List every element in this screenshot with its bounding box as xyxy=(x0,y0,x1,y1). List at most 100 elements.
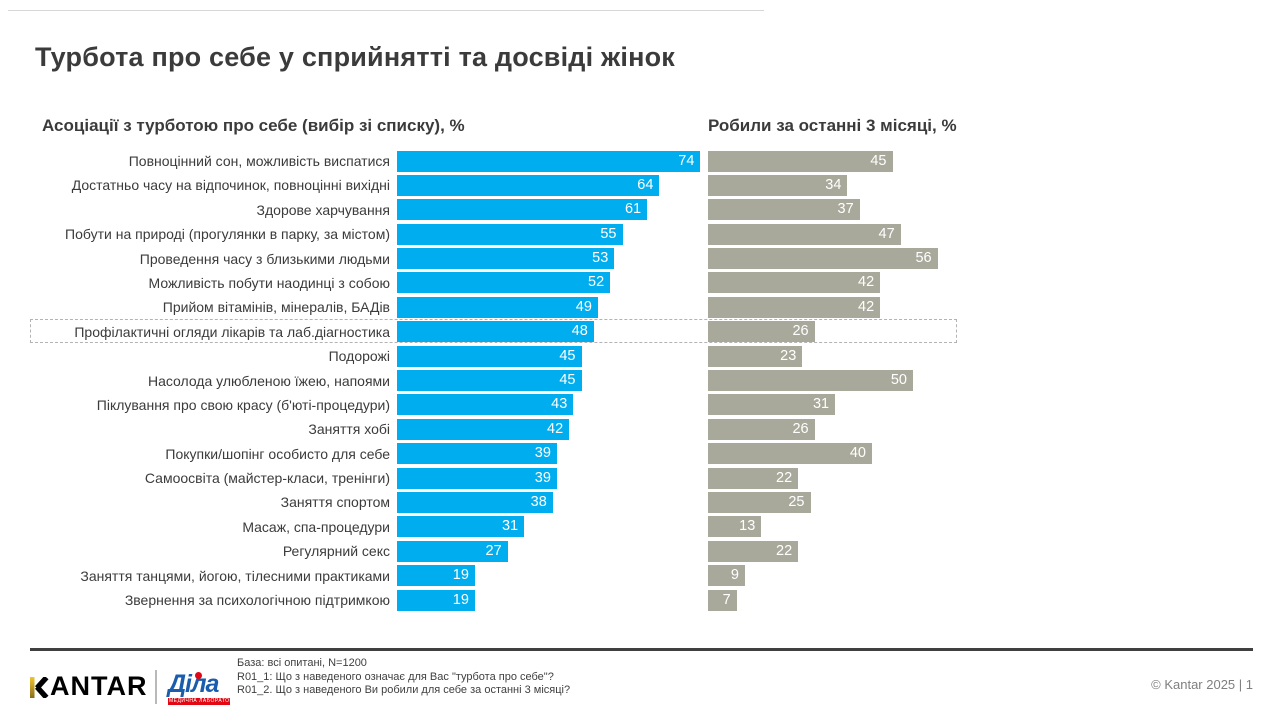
category-label: Достатньо часу на відпочинок, повноцінні… xyxy=(71,177,390,194)
category-label: Повноцінний сон, можливість виспатися xyxy=(128,153,390,169)
series-header-done-3-months: Робили за останні 3 місяці, % xyxy=(708,116,957,135)
series-header-associations: Асоціації з турботою про себе (вибір зі … xyxy=(42,116,465,135)
top-rule xyxy=(8,10,764,11)
category-label: Можливість побути наодинці з собою xyxy=(148,274,390,291)
chart-row: Подорожі 45 23 xyxy=(35,344,1250,368)
association-bar: 39 xyxy=(397,467,557,489)
bar-value-label: 38 xyxy=(530,493,547,510)
association-bar: 42 xyxy=(397,418,570,440)
association-bar: 53 xyxy=(397,248,615,270)
bar-value-label: 31 xyxy=(501,518,519,535)
chart-row: Достатньо часу на відпочинок, повноцінні… xyxy=(35,173,1250,197)
bar-value-label: 31 xyxy=(812,396,830,413)
chart-row: Регулярний секс 27 22 xyxy=(35,539,1250,563)
bar-value-label: 34 xyxy=(825,176,842,193)
bar-value-label: 13 xyxy=(739,518,756,535)
bar-value-label: 56 xyxy=(915,250,932,267)
category-label: Заняття спортом xyxy=(280,494,390,511)
bar-value-label: 39 xyxy=(534,445,551,462)
bar-value-label: 55 xyxy=(600,225,617,242)
chart-row: Покупки/шопінг особисто для себе 39 40 xyxy=(35,442,1250,466)
question-note-1: R01_1: Що з наведеного означає для Вас "… xyxy=(237,670,554,683)
category-label: Побути на природі (прогулянки в парку, з… xyxy=(65,226,390,243)
bar-value-label: 45 xyxy=(870,152,887,169)
chart-row: Насолода улюбленою їжею, напоями 45 50 xyxy=(35,369,1250,393)
base-note: База: всі опитані, N=1200 xyxy=(237,657,367,669)
chart-row: Піклування про свою красу (б'юті-процеду… xyxy=(35,393,1250,417)
association-bar: 48 xyxy=(397,321,594,343)
category-label: Насолода улюбленою їжею, напоями xyxy=(147,372,390,389)
category-label: Самоосвіта (майстер-класи, тренінги) xyxy=(144,470,390,487)
association-bar: 61 xyxy=(397,199,648,221)
category-label: Регулярний секс xyxy=(282,543,390,560)
bar-value-label: 74 xyxy=(678,152,695,169)
category-label: Звернення за психологічною підтримкою xyxy=(124,592,390,609)
chart-row: Профілактичні огляди лікарів та лаб.діаг… xyxy=(35,320,1250,344)
chart-row: Масаж, спа-процедури 31 13 xyxy=(35,515,1250,539)
association-bar: 39 xyxy=(397,443,557,465)
association-bar: 45 xyxy=(397,370,582,392)
chart-row: Повноцінний сон, можливість виспатися 74 4… xyxy=(35,149,1250,173)
chart-row: Звернення за психологічною підтримкою 19 7 xyxy=(35,588,1250,612)
bar-value-label: 25 xyxy=(788,493,805,510)
bar-value-label: 27 xyxy=(485,542,502,559)
bar-value-label: 61 xyxy=(624,201,642,218)
association-bar: 74 xyxy=(397,150,701,172)
bar-value-label: 47 xyxy=(878,225,895,242)
bar-value-label: 19 xyxy=(452,591,469,608)
chart-row: Заняття спортом 38 25 xyxy=(35,490,1250,514)
bar-value-label: 64 xyxy=(637,176,654,193)
chart-row: Заняття хобі 42 26 xyxy=(35,417,1250,441)
recent-3-months-bar: 34 xyxy=(708,174,848,196)
recent-3-months-bar: 26 xyxy=(708,321,815,343)
bar-value-label: 53 xyxy=(592,250,609,267)
category-label: Покупки/шопінг особисто для себе xyxy=(165,445,390,462)
page-title: Турбота про себе у сприйнятті та досвіді… xyxy=(35,42,675,72)
question-note-2: R01_2. Що з наведеного Ви робили для себ… xyxy=(237,684,571,696)
recent-3-months-bar: 9 xyxy=(708,565,745,587)
logo-divider xyxy=(155,670,157,704)
kantar-logo-text: ANTAR xyxy=(50,671,148,701)
category-label: Масаж, спа-процедури xyxy=(242,518,390,535)
chart-row: Проведення часу з близькими людьми 53 56 xyxy=(35,247,1250,271)
bar-value-label: 7 xyxy=(722,591,731,608)
association-bar: 19 xyxy=(397,565,475,587)
association-bar: 27 xyxy=(397,540,508,562)
kantar-logo: ANTAR xyxy=(30,671,148,701)
chart-row: Можливість побути наодинці з собою 52 42 xyxy=(35,271,1250,295)
category-label: Профілактичні огляди лікарів та лаб.діаг… xyxy=(74,323,390,340)
bar-value-label: 52 xyxy=(588,274,605,291)
bar-value-label: 43 xyxy=(551,396,568,413)
association-bar: 43 xyxy=(397,394,574,416)
association-bar: 49 xyxy=(397,296,598,318)
bar-value-label: 49 xyxy=(575,298,592,315)
bar-value-label: 42 xyxy=(547,420,564,437)
dila-logo-text: Діла xyxy=(168,670,219,698)
bar-value-label: 42 xyxy=(858,298,875,315)
bar-value-label: 45 xyxy=(559,347,576,364)
chart-row: Побути на природі (прогулянки в парку, з… xyxy=(35,222,1250,246)
recent-3-months-bar: 47 xyxy=(708,223,901,245)
bar-value-label: 37 xyxy=(837,201,854,218)
dila-logo: Діла МЕДИЧНА ЛАБОРАТОРІЯ xyxy=(168,672,238,705)
category-label: Здорове харчування xyxy=(256,201,390,218)
dila-red-dot-icon xyxy=(195,672,202,679)
bar-value-label: 22 xyxy=(776,469,793,486)
footer-divider-line xyxy=(30,648,1253,651)
association-bar: 55 xyxy=(397,223,623,245)
footer-notes: База: всі опитані, N=1200 R01_1: Що з на… xyxy=(237,657,570,698)
association-bar: 31 xyxy=(397,516,525,538)
category-label: Подорожі xyxy=(328,348,390,365)
recent-3-months-bar: 26 xyxy=(708,418,815,440)
recent-3-months-bar: 45 xyxy=(708,150,893,172)
association-bar: 38 xyxy=(397,491,553,513)
recent-3-months-bar: 42 xyxy=(708,272,881,294)
bar-value-label: 50 xyxy=(890,372,907,389)
kantar-k-icon xyxy=(30,677,49,698)
category-label: Заняття танцями, йогою, тілесними практи… xyxy=(80,567,390,584)
recent-3-months-bar: 22 xyxy=(708,467,799,489)
recent-3-months-bar: 56 xyxy=(708,248,938,270)
bar-value-label: 45 xyxy=(559,372,576,389)
bar-value-label: 40 xyxy=(849,445,866,462)
